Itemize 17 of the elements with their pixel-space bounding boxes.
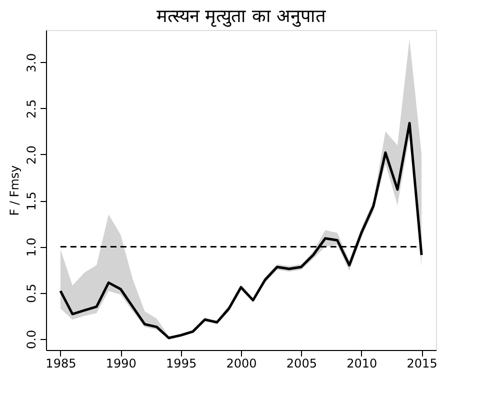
x-tick-label: 1985 (46, 356, 76, 370)
x-tick-label: 1995 (166, 356, 197, 370)
y-tick-label: 0.0 (24, 330, 38, 349)
x-tick-label: 1990 (106, 356, 136, 370)
line-series (59, 122, 423, 340)
x-tick-label: 2015 (406, 356, 438, 370)
y-tick-label: 2.5 (24, 99, 38, 118)
y-tick-label: 1.5 (24, 192, 38, 211)
x-tick-label: 2010 (346, 356, 378, 370)
y-tick-label: 3.0 (24, 53, 38, 72)
y-axis-title: F / Fmsy (8, 165, 22, 216)
y-tick-label: 1.0 (24, 238, 38, 257)
x-tick-label: 2005 (286, 356, 317, 370)
chart-title: मत्स्यन मृत्युता का अनुपात (156, 6, 327, 27)
x-tick-label: 2000 (226, 356, 257, 370)
y-tick-label: 2.0 (24, 145, 38, 165)
y-tick-label: 0.5 (24, 284, 38, 303)
